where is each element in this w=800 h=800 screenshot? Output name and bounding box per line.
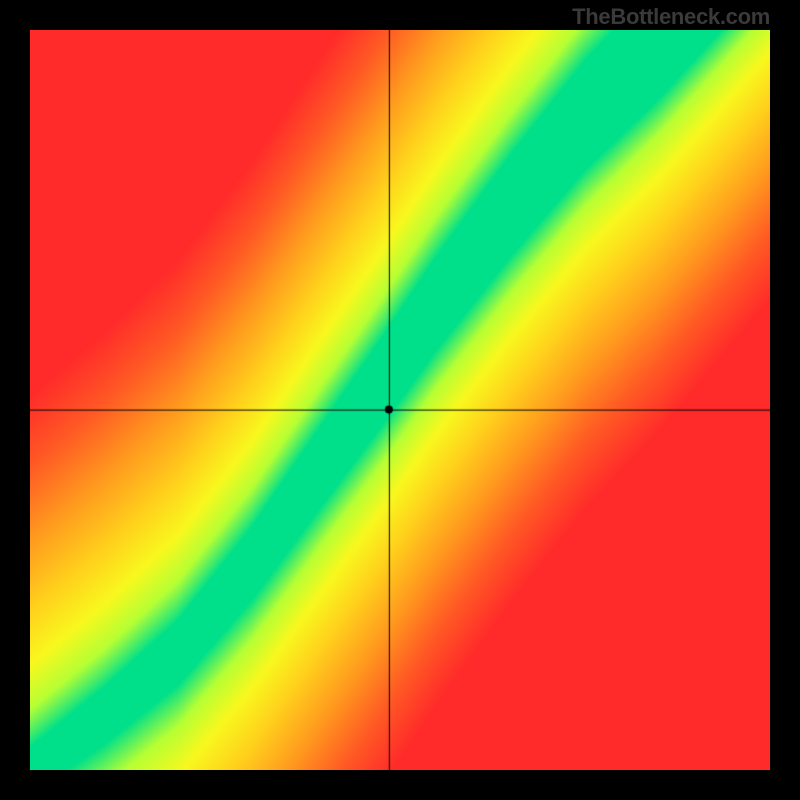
heatmap-canvas: [30, 30, 770, 770]
watermark-text: TheBottleneck.com: [572, 4, 770, 30]
bottleneck-heatmap: [30, 30, 770, 770]
